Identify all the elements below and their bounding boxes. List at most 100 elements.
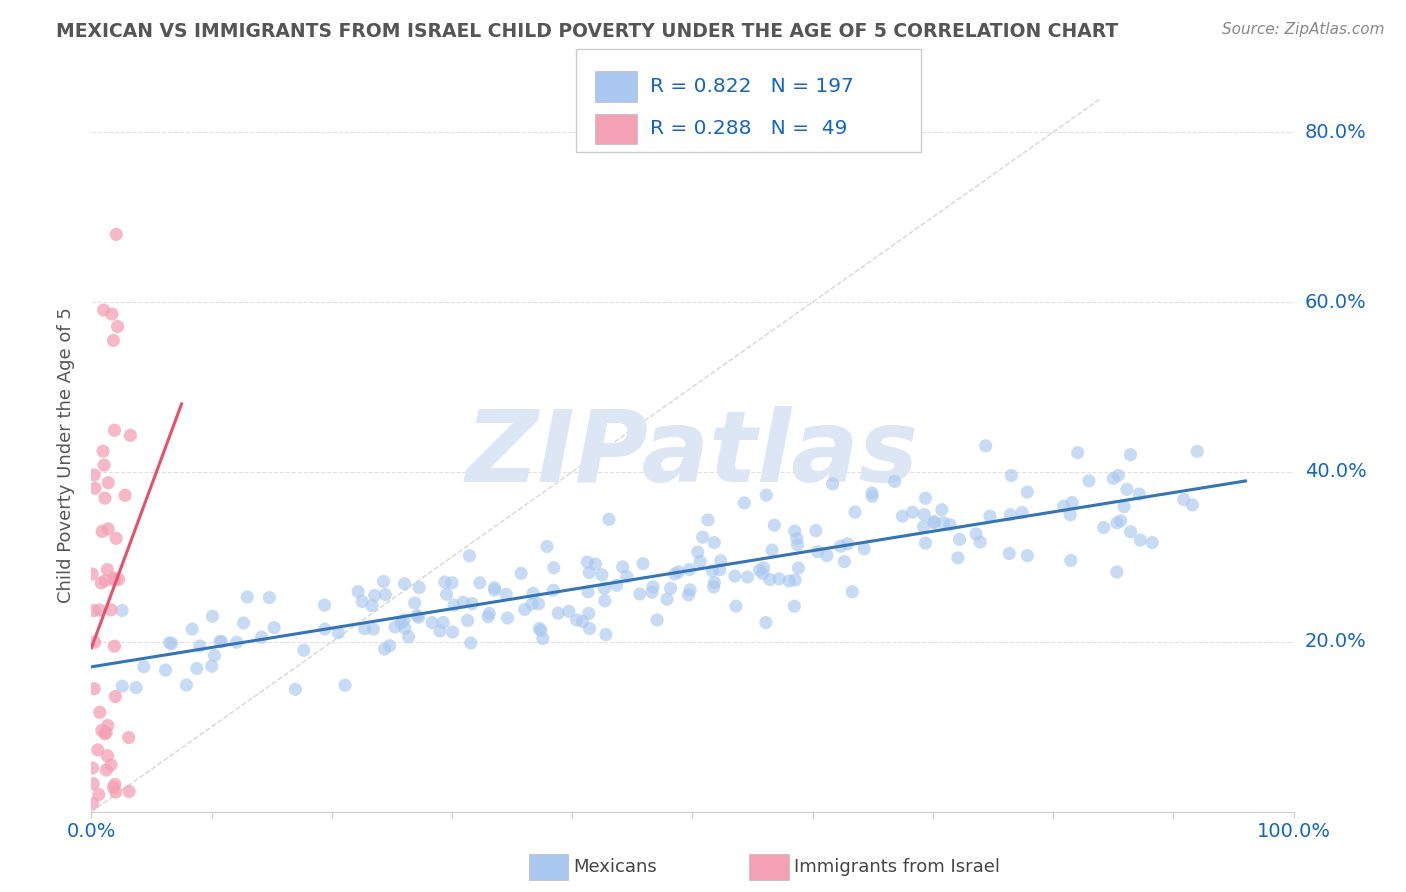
Point (433, 574, 456, 589)
Point (965, 527, 987, 541)
Point (328, 625, 350, 640)
Point (457, 614, 479, 628)
Point (83, 635, 105, 649)
Point (759, 573, 782, 587)
Point (948, 533, 970, 547)
Point (155, 663, 177, 677)
Point (529, 622, 551, 636)
Point (94, 574, 117, 588)
Point (188, 639, 211, 653)
Point (1052, 499, 1074, 513)
Point (347, 584, 370, 599)
Point (97, 522, 120, 536)
Point (946, 550, 969, 565)
Text: MEXICAN VS IMMIGRANTS FROM ISRAEL CHILD POVERTY UNDER THE AGE OF 5 CORRELATION C: MEXICAN VS IMMIGRANTS FROM ISRAEL CHILD … (56, 22, 1119, 41)
Point (655, 592, 678, 607)
Point (1107, 468, 1129, 483)
Text: 60.0%: 60.0% (1305, 293, 1367, 311)
Point (97, 475, 120, 490)
Point (931, 502, 953, 516)
Point (114, 488, 136, 502)
Point (107, 319, 129, 334)
Point (510, 566, 533, 581)
Point (1142, 535, 1164, 549)
Point (853, 541, 876, 556)
Point (104, 777, 127, 791)
Point (755, 615, 778, 630)
Point (460, 636, 482, 650)
Point (373, 574, 395, 589)
Point (645, 613, 668, 627)
Point (103, 423, 125, 437)
Point (860, 489, 883, 503)
Point (755, 488, 778, 502)
Point (484, 583, 506, 598)
Point (181, 622, 204, 636)
Point (429, 624, 451, 638)
Point (201, 659, 224, 673)
Point (1119, 524, 1142, 539)
Point (969, 535, 991, 549)
Point (724, 569, 747, 583)
Point (1105, 516, 1128, 530)
Point (441, 625, 464, 640)
Point (844, 505, 866, 519)
Point (751, 566, 773, 581)
Point (103, 780, 125, 795)
Point (783, 524, 806, 538)
Point (565, 613, 588, 627)
Point (616, 569, 638, 583)
Text: 40.0%: 40.0% (1305, 462, 1367, 482)
Point (89, 603, 111, 617)
Point (821, 476, 844, 491)
Point (100, 603, 122, 617)
Point (408, 610, 430, 624)
Point (292, 643, 315, 657)
Point (125, 681, 148, 695)
Point (1102, 471, 1125, 485)
Point (641, 585, 664, 599)
Point (737, 570, 759, 584)
Point (97, 718, 120, 732)
Point (443, 598, 465, 612)
Point (591, 567, 613, 582)
Point (404, 596, 426, 610)
Y-axis label: Child Poverty Under the Age of 5: Child Poverty Under the Age of 5 (58, 307, 76, 603)
Point (922, 515, 945, 529)
Point (702, 564, 724, 578)
Point (748, 563, 770, 577)
Point (94, 491, 117, 505)
Point (703, 535, 725, 549)
Point (578, 566, 600, 580)
Point (82, 566, 104, 581)
Point (807, 544, 830, 558)
Point (558, 604, 581, 618)
Point (703, 580, 725, 594)
Point (834, 555, 856, 569)
Point (531, 632, 554, 646)
Point (96, 763, 118, 777)
Point (384, 620, 406, 634)
Point (1059, 508, 1081, 522)
Point (543, 560, 565, 574)
Point (91, 524, 114, 539)
Point (352, 594, 374, 608)
Point (87, 743, 110, 757)
Point (543, 583, 565, 598)
Point (374, 642, 396, 657)
Point (576, 584, 599, 599)
Point (94, 727, 117, 741)
Point (912, 508, 935, 522)
Point (91, 444, 114, 458)
Point (520, 597, 543, 611)
Point (785, 573, 807, 587)
Point (979, 509, 1001, 524)
Point (761, 543, 783, 558)
Point (593, 594, 616, 608)
Point (724, 599, 747, 614)
Point (932, 516, 955, 530)
Point (1109, 514, 1132, 528)
Point (259, 591, 281, 605)
Point (432, 615, 454, 630)
Point (1011, 506, 1033, 520)
